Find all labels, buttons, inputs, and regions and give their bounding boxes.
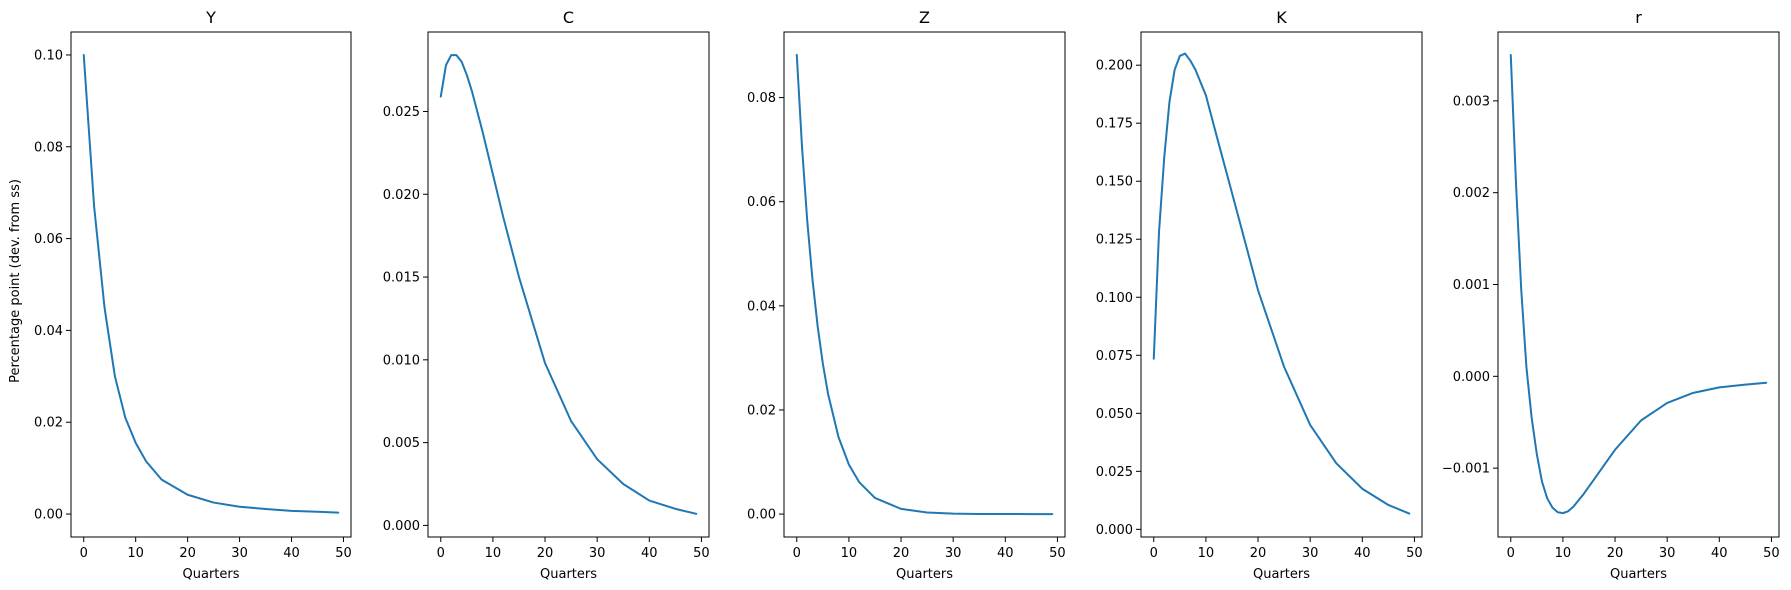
x-tick-label: 40	[1354, 546, 1371, 561]
x-tick-label: 30	[945, 546, 962, 561]
y-tick-label: 0.025	[1096, 465, 1133, 480]
subplot-title: r	[1635, 8, 1642, 27]
x-tick-label: 10	[1555, 546, 1572, 561]
x-axis-label: Quarters	[540, 567, 597, 582]
subplot-1: 0 10 20 30 40 50 0.000 0.005 0.010 0.015 0.020 0.02…	[383, 8, 710, 582]
y-tick-label: 0.175	[1096, 117, 1133, 132]
y-tick-label: 0.005	[383, 436, 420, 451]
series-line	[439, 54, 698, 515]
x-tick-label: 50	[693, 546, 710, 561]
subplot-title: Z	[919, 8, 930, 27]
y-tick-label: 0.04	[747, 299, 776, 314]
y-tick-label: 0.04	[34, 324, 63, 339]
x-tick-label: 20	[1607, 546, 1624, 561]
subplot-4: 0 10 20 30 40 50 −0.001 0.000 0.001 0.002 0.003 r Qu…	[1442, 8, 1780, 582]
x-tick-label: 40	[641, 546, 658, 561]
x-tick-label: 30	[1659, 546, 1676, 561]
y-tick-label: 0.06	[34, 232, 63, 247]
x-tick-label: 30	[589, 546, 606, 561]
y-tick-label: 0.001	[1453, 278, 1490, 293]
y-tick-label: 0.000	[1096, 523, 1133, 538]
series-line	[1509, 53, 1768, 515]
y-tick-label: 0.000	[383, 519, 420, 534]
series-line	[82, 53, 340, 514]
subplot-title: Y	[205, 8, 216, 27]
y-tick-label: 0.02	[747, 403, 776, 418]
x-tick-label: 40	[1711, 546, 1728, 561]
x-tick-label: 10	[1198, 546, 1215, 561]
subplot-title: K	[1276, 8, 1287, 27]
y-tick-label: 0.00	[34, 508, 63, 523]
y-tick-label: 0.08	[747, 91, 776, 106]
x-tick-label: 50	[335, 546, 352, 561]
y-tick-label: 0.025	[383, 105, 420, 120]
y-tick-label: 0.06	[747, 195, 776, 210]
x-tick-label: 10	[127, 546, 144, 561]
y-tick-label: −0.001	[1442, 462, 1490, 477]
y-tick-label: 0.150	[1096, 175, 1133, 190]
x-axis-label: Quarters	[1610, 567, 1667, 582]
x-tick-label: 0	[80, 546, 88, 561]
x-tick-label: 20	[1250, 546, 1267, 561]
x-tick-label: 20	[179, 546, 196, 561]
x-axis-label: Quarters	[183, 567, 240, 582]
x-tick-label: 50	[1406, 546, 1423, 561]
y-tick-label: 0.015	[383, 271, 420, 286]
x-axis-label: Quarters	[896, 567, 953, 582]
subplot-3: 0 10 20 30 40 50 0.000 0.025 0.050 0.075 0.100 0.12…	[1096, 8, 1423, 582]
x-axis-label: Quarters	[1253, 567, 1310, 582]
y-tick-label: 0.08	[34, 140, 63, 155]
y-tick-label: 0.00	[747, 508, 776, 523]
figure-y-axis-label: Percentage point (dev. from ss)	[8, 179, 23, 383]
y-tick-label: 0.100	[1096, 291, 1133, 306]
subplot-title: C	[563, 8, 574, 27]
y-tick-label: 0.000	[1453, 370, 1490, 385]
series-line	[795, 53, 1054, 516]
x-tick-label: 0	[1507, 546, 1515, 561]
x-tick-label: 0	[1150, 546, 1158, 561]
plot-frame	[1140, 31, 1423, 538]
y-tick-label: 0.10	[34, 48, 63, 63]
series-line	[1152, 52, 1411, 515]
y-tick-label: 0.075	[1096, 349, 1133, 364]
x-tick-label: 10	[841, 546, 858, 561]
y-tick-label: 0.050	[1096, 407, 1133, 422]
y-tick-label: 0.020	[383, 188, 420, 203]
y-tick-label: 0.200	[1096, 59, 1133, 74]
y-tick-label: 0.02	[34, 416, 63, 431]
plot-frame	[783, 31, 1066, 538]
x-tick-label: 40	[997, 546, 1014, 561]
x-tick-label: 50	[1049, 546, 1066, 561]
plot-frame	[1497, 31, 1780, 538]
x-tick-label: 40	[283, 546, 300, 561]
y-tick-label: 0.125	[1096, 233, 1133, 248]
plot-frame	[70, 31, 352, 538]
plot-frame	[427, 31, 710, 538]
x-tick-label: 0	[793, 546, 801, 561]
x-tick-label: 30	[231, 546, 248, 561]
x-tick-label: 50	[1763, 546, 1780, 561]
y-tick-label: 0.003	[1453, 94, 1490, 109]
subplot-2: 0 10 20 30 40 50 0.00 0.02 0.04 0.06 0.08 Z Quarters	[747, 8, 1066, 582]
x-tick-label: 20	[537, 546, 554, 561]
y-tick-label: 0.010	[383, 353, 420, 368]
x-tick-label: 30	[1302, 546, 1319, 561]
x-tick-label: 10	[485, 546, 502, 561]
y-tick-label: 0.002	[1453, 186, 1490, 201]
x-tick-label: 20	[893, 546, 910, 561]
subplot-0: 0 10 20 30 40 50 0.00 0.02 0.04 0.06 0.08 0.10 Y Quar…	[34, 8, 352, 582]
x-tick-label: 0	[437, 546, 445, 561]
